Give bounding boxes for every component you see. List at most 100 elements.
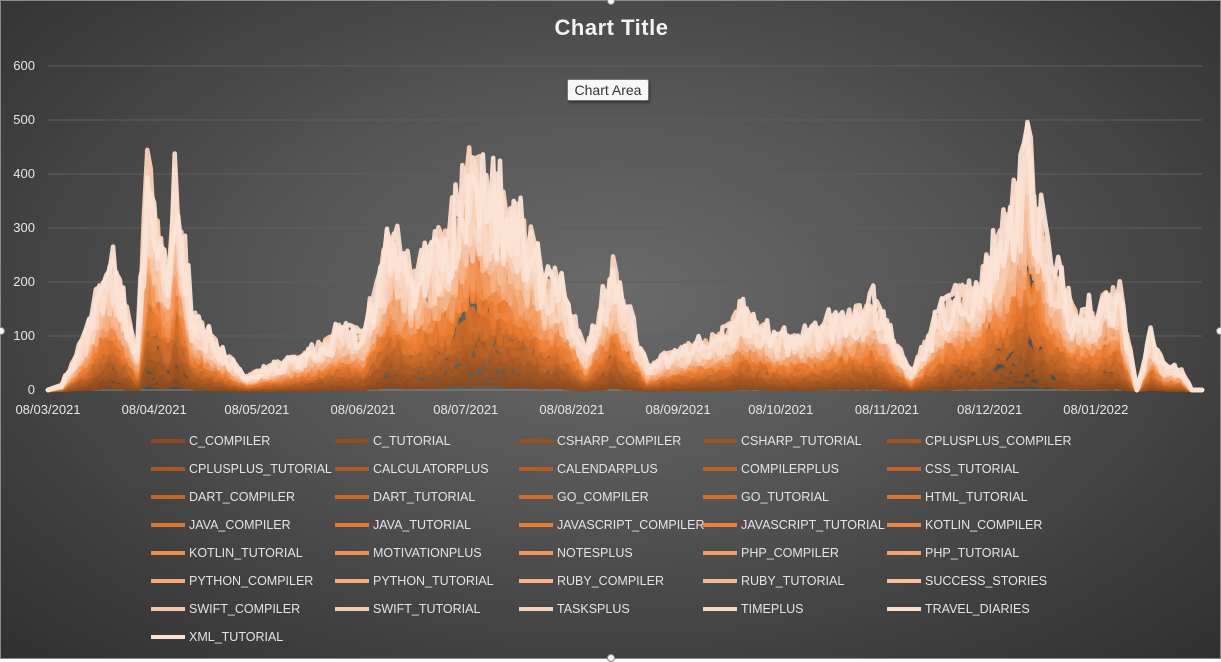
legend-item-swift-tutorial[interactable]: SWIFT_TUTORIAL — [335, 599, 480, 619]
legend-label: CSHARP_COMPILER — [557, 434, 682, 448]
legend-label: DART_TUTORIAL — [373, 490, 476, 504]
legend-item-calendarplus[interactable]: CALENDARPLUS — [519, 459, 658, 479]
legend-swatch — [151, 607, 185, 611]
legend-swatch — [887, 607, 921, 611]
legend-label: RUBY_COMPILER — [557, 574, 664, 588]
legend-label: CALCULATORPLUS — [373, 462, 489, 476]
y-axis-labels: 0 100 200 300 400 500 600 — [13, 58, 35, 397]
legend-swatch — [887, 579, 921, 583]
legend-item-ruby-compiler[interactable]: RUBY_COMPILER — [519, 571, 664, 591]
legend-item-dart-compiler[interactable]: DART_COMPILER — [151, 487, 295, 507]
legend-item-dart-tutorial[interactable]: DART_TUTORIAL — [335, 487, 475, 507]
legend-label: SUCCESS_STORIES — [925, 574, 1048, 588]
legend-swatch — [151, 439, 185, 443]
chart-title[interactable]: Chart Title — [554, 15, 669, 40]
x-tick-label: 08/03/2021 — [15, 402, 80, 417]
legend-item-compilerplus[interactable]: COMPILERPLUS — [703, 459, 839, 479]
chart-area-tooltip: Chart Area — [567, 79, 649, 101]
resize-handle-right[interactable] — [1216, 327, 1221, 335]
legend-swatch — [519, 439, 553, 443]
legend-label: TASKSPLUS — [557, 602, 630, 616]
legend-item-javascript-tutorial[interactable]: JAVASCRIPT_TUTORIAL — [703, 515, 885, 535]
legend-item-kotlin-tutorial[interactable]: KOTLIN_TUTORIAL — [151, 543, 303, 563]
legend-item-java-compiler[interactable]: JAVA_COMPILER — [151, 515, 291, 535]
legend-swatch — [151, 579, 185, 583]
legend-swatch — [335, 551, 369, 555]
legend-item-c-tutorial[interactable]: C_TUTORIAL — [335, 431, 451, 451]
legend-item-ruby-tutorial[interactable]: RUBY_TUTORIAL — [703, 571, 844, 591]
legend-swatch — [887, 495, 921, 499]
legend-label: KOTLIN_COMPILER — [925, 518, 1043, 532]
y-tick-label: 300 — [13, 220, 35, 235]
legend-label: PHP_TUTORIAL — [925, 546, 1020, 560]
series-line-xml-tutorial — [45, 122, 1205, 393]
legend-label: MOTIVATIONPLUS — [373, 546, 482, 560]
legend-swatch — [519, 467, 553, 471]
legend-item-timeplus[interactable]: TIMEPLUS — [703, 599, 804, 619]
legend-item-swift-compiler[interactable]: SWIFT_COMPILER — [151, 599, 300, 619]
legend-item-python-tutorial[interactable]: PYTHON_TUTORIAL — [335, 571, 494, 591]
legend-item-java-tutorial[interactable]: JAVA_TUTORIAL — [335, 515, 471, 535]
legend-item-html-tutorial[interactable]: HTML_TUTORIAL — [887, 487, 1028, 507]
legend-item-cplusplus-compiler[interactable]: CPLUSPLUS_COMPILER — [887, 431, 1072, 451]
legend-label: CPLUSPLUS_TUTORIAL — [189, 462, 332, 476]
y-tick-label: 200 — [13, 274, 35, 289]
x-tick-label: 08/06/2021 — [330, 402, 395, 417]
resize-handle-left[interactable] — [0, 327, 5, 335]
legend-item-calculatorplus[interactable]: CALCULATORPLUS — [335, 459, 489, 479]
legend-item-cplusplus-tutorial[interactable]: CPLUSPLUS_TUTORIAL — [151, 459, 332, 479]
legend-item-go-tutorial[interactable]: GO_TUTORIAL — [703, 487, 829, 507]
legend-item-kotlin-compiler[interactable]: KOTLIN_COMPILER — [887, 515, 1042, 535]
resize-handle-top[interactable] — [607, 0, 615, 5]
legend-item-c-compiler[interactable]: C_COMPILER — [151, 431, 270, 451]
x-tick-label: 08/05/2021 — [224, 402, 289, 417]
y-tick-label: 100 — [13, 328, 35, 343]
legend-swatch — [151, 495, 185, 499]
legend-label: KOTLIN_TUTORIAL — [189, 546, 303, 560]
y-tick-label: 400 — [13, 166, 35, 181]
legend-swatch — [519, 523, 553, 527]
legend-item-csharp-compiler[interactable]: CSHARP_COMPILER — [519, 431, 681, 451]
legend-swatch — [151, 467, 185, 471]
legend-label: SWIFT_TUTORIAL — [373, 602, 481, 616]
legend-item-php-tutorial[interactable]: PHP_TUTORIAL — [887, 543, 1019, 563]
x-tick-label: 08/07/2021 — [433, 402, 498, 417]
x-tick-label: 08/08/2021 — [539, 402, 604, 417]
legend-label: JAVASCRIPT_COMPILER — [557, 518, 705, 532]
legend-label: GO_COMPILER — [557, 490, 649, 504]
legend-item-javascript-compiler[interactable]: JAVASCRIPT_COMPILER — [519, 515, 705, 535]
x-tick-label: 08/12/2021 — [957, 402, 1022, 417]
legend-swatch — [335, 439, 369, 443]
legend-item-success-stories[interactable]: SUCCESS_STORIES — [887, 571, 1047, 591]
legend-label: PHP_COMPILER — [741, 546, 839, 560]
legend-label: JAVASCRIPT_TUTORIAL — [741, 518, 885, 532]
legend-item-xml-tutorial[interactable]: XML_TUTORIAL — [151, 627, 283, 647]
legend-label: TIMEPLUS — [741, 602, 804, 616]
legend-label: COMPILERPLUS — [741, 462, 839, 476]
legend-item-csharp-tutorial[interactable]: CSHARP_TUTORIAL — [703, 431, 862, 451]
legend-item-css-tutorial[interactable]: CSS_TUTORIAL — [887, 459, 1019, 479]
legend-item-notesplus[interactable]: NOTESPLUS — [519, 543, 633, 563]
legend-item-go-compiler[interactable]: GO_COMPILER — [519, 487, 649, 507]
legend-label: GO_TUTORIAL — [741, 490, 829, 504]
y-tick-label: 500 — [13, 112, 35, 127]
legend-item-php-compiler[interactable]: PHP_COMPILER — [703, 543, 839, 563]
legend-swatch — [703, 495, 737, 499]
legend-item-python-compiler[interactable]: PYTHON_COMPILER — [151, 571, 313, 591]
legend-item-travel-diaries[interactable]: TRAVEL_DIARIES — [887, 599, 1030, 619]
x-tick-label: 08/10/2021 — [748, 402, 813, 417]
legend-label: DART_COMPILER — [189, 490, 296, 504]
legend-label: CSS_TUTORIAL — [925, 462, 1020, 476]
legend-item-tasksplus[interactable]: TASKSPLUS — [519, 599, 630, 619]
legend-swatch — [151, 551, 185, 555]
legend-swatch — [887, 551, 921, 555]
legend-swatch — [335, 607, 369, 611]
legend-label: PYTHON_COMPILER — [189, 574, 314, 588]
legend-swatch — [703, 439, 737, 443]
legend-item-motivationplus[interactable]: MOTIVATIONPLUS — [335, 543, 482, 563]
legend-swatch — [703, 523, 737, 527]
legend-label: TRAVEL_DIARIES — [925, 602, 1030, 616]
legend-swatch — [151, 635, 185, 639]
